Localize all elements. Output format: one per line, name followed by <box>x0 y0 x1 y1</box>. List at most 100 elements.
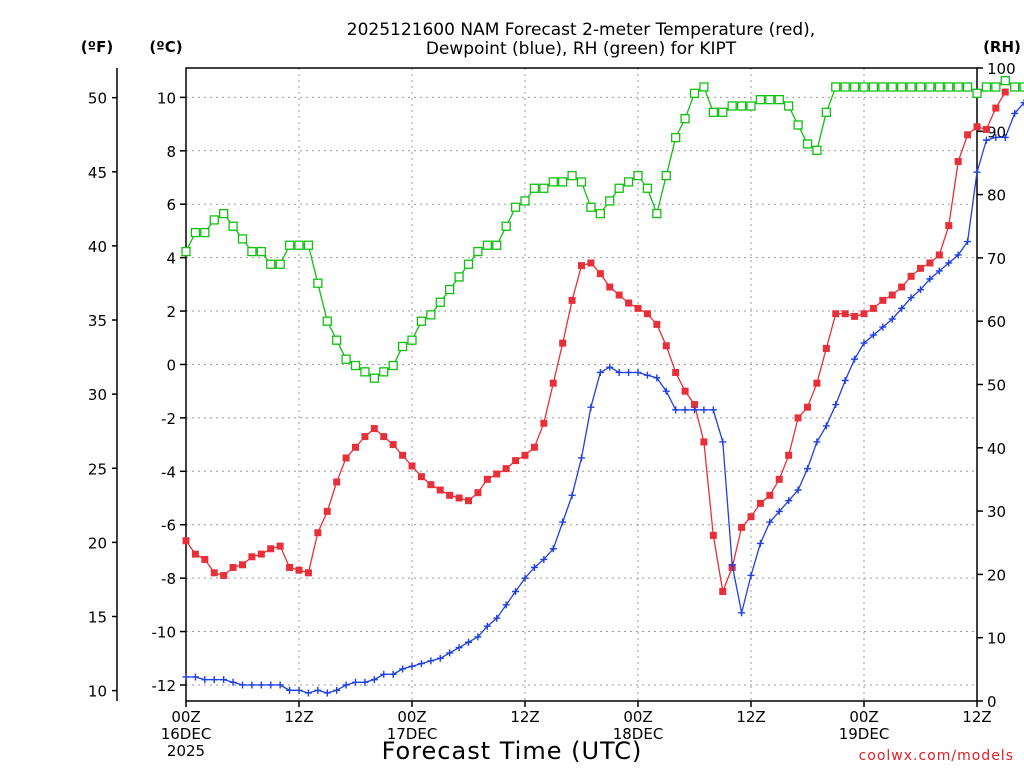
rh-point <box>586 202 596 212</box>
rh-point <box>981 82 992 92</box>
dewpoint-point <box>389 670 397 678</box>
dewpoint-point <box>578 454 585 462</box>
dewpoint-point <box>926 275 934 283</box>
fahrenheit-tick-label: 15 <box>88 609 107 627</box>
rh-point <box>388 360 398 371</box>
dewpoint-point <box>427 657 435 665</box>
dewpoint-point <box>465 638 472 646</box>
temperature-point <box>794 414 802 422</box>
rh-tick-label: 70 <box>987 250 1006 268</box>
rh-tick-label: 10 <box>987 630 1006 648</box>
temperature-point <box>559 339 567 347</box>
rh-point <box>595 208 605 219</box>
dewpoint-point <box>191 673 199 681</box>
temperature-point <box>210 569 218 577</box>
rh-point <box>1000 76 1010 86</box>
rh-point <box>718 107 728 117</box>
temperature-point <box>182 537 190 545</box>
rh-point <box>671 132 681 143</box>
dewpoint-point <box>559 518 567 526</box>
temperature-point <box>323 507 331 515</box>
rh-point <box>708 107 718 117</box>
rh-point <box>784 101 794 111</box>
dewpoint-point <box>493 614 501 622</box>
dewpoint-point <box>220 676 228 684</box>
dewpoint-point <box>596 368 604 376</box>
rh-point <box>774 95 784 105</box>
x-tick-label: 12Z <box>962 708 991 726</box>
rh-point <box>435 297 445 307</box>
temperature-point <box>568 296 576 304</box>
temperature-point <box>314 529 322 537</box>
dewpoint-point <box>954 251 962 259</box>
x-axis-label: Forecast Time (UTC) <box>382 737 643 765</box>
dewpoint-point <box>879 323 887 331</box>
dewpoint-point <box>587 403 595 411</box>
temperature-point <box>436 486 444 494</box>
dewpoint-point <box>832 401 840 409</box>
temperature-point <box>992 104 1000 112</box>
temperature-point <box>898 283 906 291</box>
temperature-point <box>804 403 811 411</box>
x-tick-label: 19DEC <box>839 725 890 743</box>
temperature-point <box>502 465 510 473</box>
rh-point <box>727 101 737 111</box>
dewpoint-point <box>210 676 218 684</box>
fahrenheit-tick-label: 20 <box>88 534 107 552</box>
rh-point <box>567 170 577 181</box>
rh-point <box>369 373 379 383</box>
rh-line <box>185 79 1024 379</box>
rh-point <box>736 101 747 111</box>
dewpoint-point <box>643 371 651 379</box>
temperature-point <box>333 478 341 486</box>
rh-point <box>576 177 587 187</box>
rh-point <box>812 145 822 155</box>
temperature-point <box>691 401 698 409</box>
dewpoint-point <box>248 681 256 689</box>
temperature-point <box>380 433 388 441</box>
dewpoint-point <box>417 660 425 668</box>
temperature-point <box>719 587 727 595</box>
temperature-point <box>549 379 557 387</box>
temperature-point <box>653 320 661 328</box>
dewpoint-point <box>1020 99 1024 107</box>
temperature-point <box>766 491 774 499</box>
dewpoint-line <box>186 102 1024 694</box>
temperature-point <box>455 494 463 502</box>
temperature-point <box>813 379 821 387</box>
rh-point <box>426 310 436 320</box>
dewpoint-point <box>653 374 661 382</box>
chart-title-line-2: Dewpoint (blue), RH (green) for KIPT <box>426 39 737 59</box>
fahrenheit-tick-label: 30 <box>88 386 107 404</box>
rh-point <box>887 82 897 92</box>
rh-point <box>925 82 935 92</box>
rh-tick-label: 0 <box>987 693 997 711</box>
rh-point <box>623 177 634 187</box>
temperature-point <box>512 457 520 465</box>
rh-point <box>831 82 841 92</box>
dewpoint-point <box>935 267 943 275</box>
chart-title-line-1: 2025121600 NAM Forecast 2-meter Temperat… <box>347 20 815 40</box>
temperature-point <box>982 125 990 133</box>
rh-point <box>445 284 455 295</box>
rh-point <box>397 341 408 352</box>
temperature-point <box>540 419 548 427</box>
data-series <box>181 76 1024 697</box>
fahrenheit-tick-label: 35 <box>88 312 107 330</box>
dewpoint-point <box>615 368 623 376</box>
rh-point <box>322 316 332 326</box>
temperature-point <box>521 451 529 459</box>
dewpoint-point <box>681 406 689 414</box>
celsius-tick-label: 4 <box>166 250 176 268</box>
temperature-point <box>286 563 294 571</box>
temperature-point <box>606 283 614 291</box>
rh-point <box>247 246 257 257</box>
temperature-point <box>399 451 407 459</box>
temperature-point <box>907 272 915 280</box>
rh-point <box>642 183 653 193</box>
rh-point <box>746 101 756 111</box>
dewpoint-point <box>408 662 416 670</box>
plot-frame <box>185 67 978 702</box>
rh-point <box>510 202 521 212</box>
rh-point <box>878 82 888 92</box>
